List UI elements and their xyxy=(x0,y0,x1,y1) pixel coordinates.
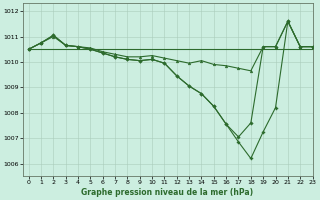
X-axis label: Graphe pression niveau de la mer (hPa): Graphe pression niveau de la mer (hPa) xyxy=(82,188,254,197)
